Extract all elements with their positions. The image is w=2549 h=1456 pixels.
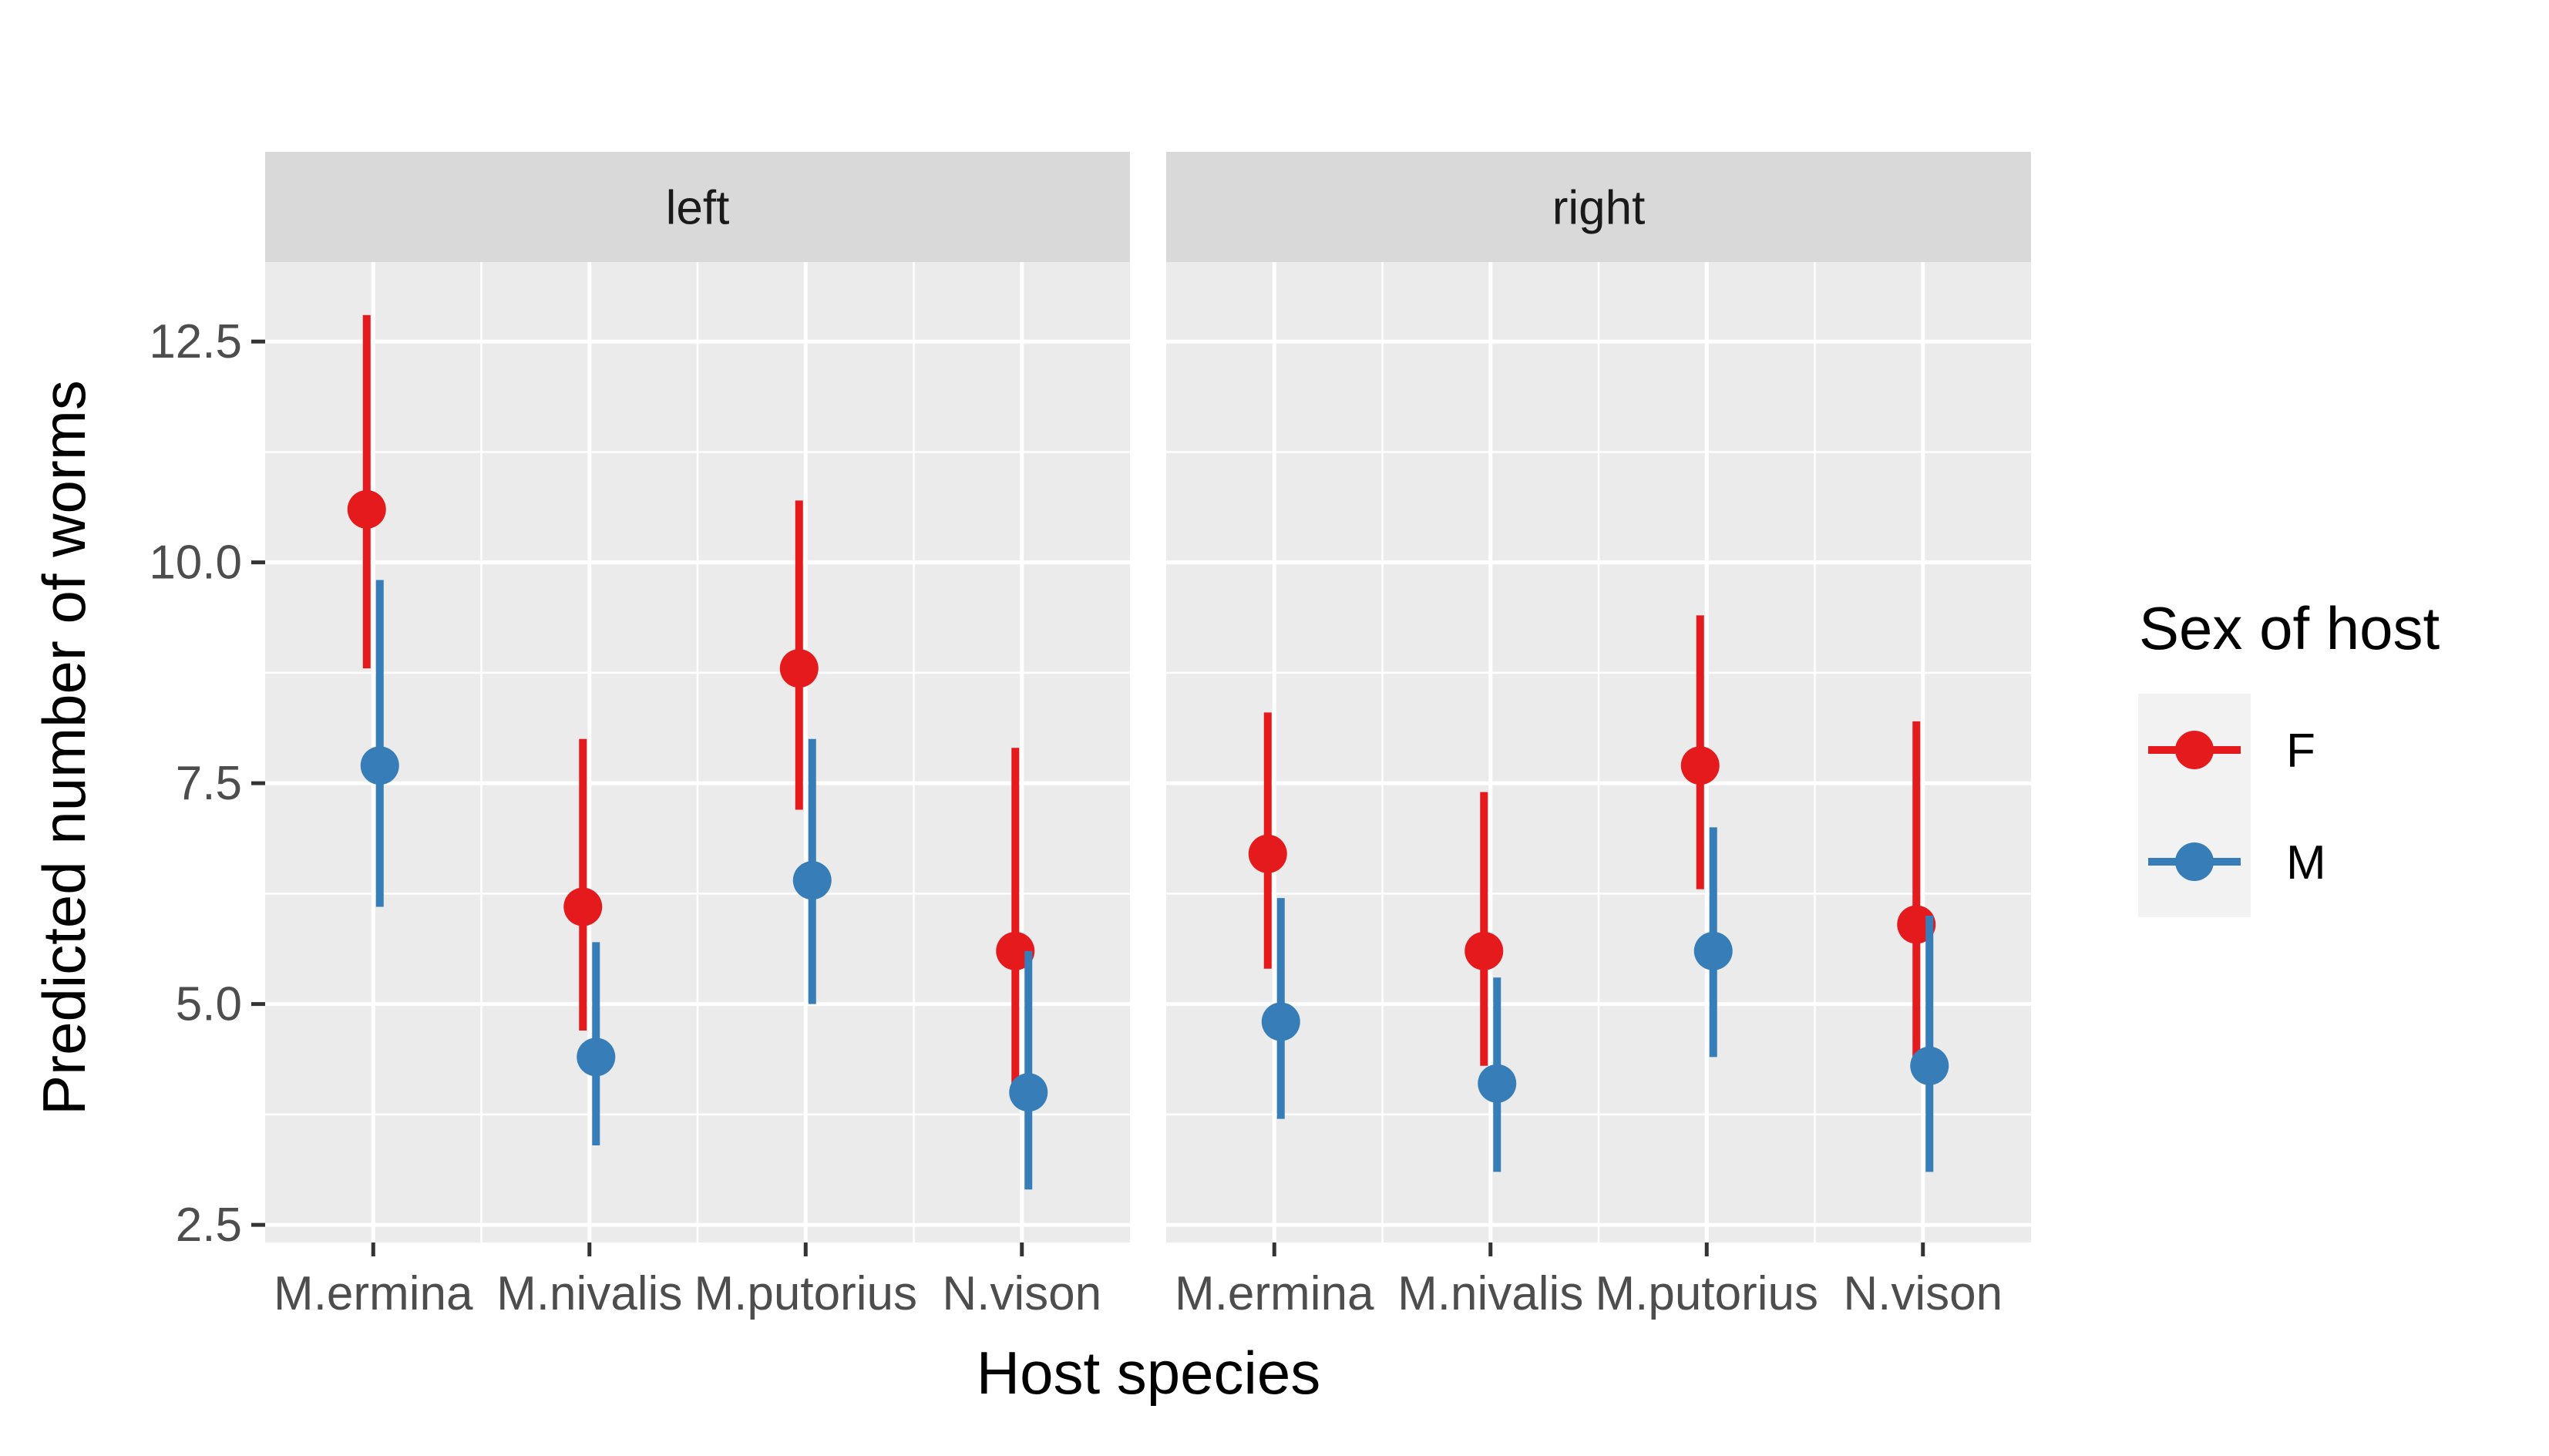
legend-key-point-F <box>2175 731 2214 769</box>
point-F <box>1680 746 1720 785</box>
x-tick-label: M.putorius <box>694 1267 917 1320</box>
point-F <box>1464 931 1504 970</box>
point-F <box>347 489 386 529</box>
x-tick-label: M.putorius <box>1596 1267 1818 1320</box>
point-M <box>1693 931 1733 970</box>
y-tick-label: 2.5 <box>176 1199 242 1252</box>
x-tick-label: M.ermina <box>1175 1267 1374 1320</box>
legend: Sex of host F M <box>2138 594 2440 917</box>
x-tick-label: N.vison <box>942 1267 1101 1320</box>
x-axis: M.ermina M.nivalis M.putorius N.vison M.ermi… <box>274 1242 2003 1320</box>
point-M <box>792 861 832 900</box>
point-F <box>779 649 819 688</box>
facet-strip-label: right <box>1552 182 1646 235</box>
facet-strip-label: left <box>666 182 730 235</box>
x-tick-label: M.ermina <box>274 1267 473 1320</box>
point-F <box>563 887 603 926</box>
legend-label-F: F <box>2286 725 2315 778</box>
x-tick-label: N.vison <box>1843 1267 2003 1320</box>
facet-strip <box>1166 152 2031 262</box>
y-tick-label: 10.0 <box>149 536 242 590</box>
point-M <box>1910 1046 1949 1085</box>
y-axis-title: Predicted number of worms <box>30 380 98 1115</box>
y-tick-label: 7.5 <box>176 757 242 810</box>
panel-right: right <box>1166 152 2031 1242</box>
x-tick-label: M.nivalis <box>1397 1267 1583 1320</box>
point-F <box>1248 834 1287 873</box>
x-axis-title: Host species <box>977 1339 1321 1407</box>
legend-title: Sex of host <box>2139 594 2440 662</box>
legend-key-point-M <box>2175 842 2214 881</box>
point-M <box>1478 1064 1517 1103</box>
point-M <box>1261 1002 1300 1041</box>
x-tick-label: M.nivalis <box>496 1267 682 1320</box>
facet-strip <box>265 152 1130 262</box>
y-axis: 2.5 5.0 7.5 10.0 12.5 <box>149 315 265 1252</box>
panel-left: left <box>265 152 1130 1242</box>
y-tick-label: 12.5 <box>149 315 242 368</box>
point-M <box>360 746 399 785</box>
legend-key-background <box>2138 694 2251 917</box>
facet-panels: left right <box>265 152 2031 1242</box>
point-M <box>577 1037 616 1077</box>
legend-label-M: M <box>2286 836 2326 889</box>
point-M <box>1009 1073 1048 1112</box>
y-tick-label: 5.0 <box>176 978 242 1031</box>
